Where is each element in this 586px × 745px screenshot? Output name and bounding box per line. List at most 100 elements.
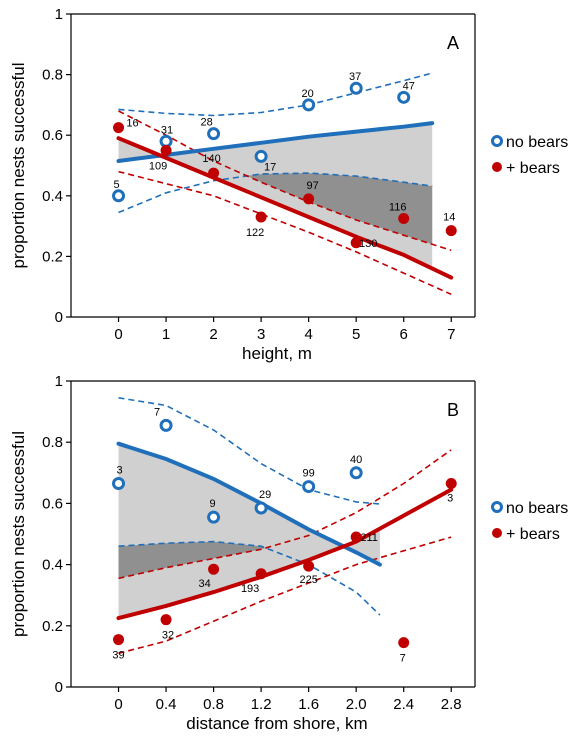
panel-label: A [447,33,459,53]
sample-size-label: 47 [403,80,415,92]
no-bears-point [114,479,124,489]
bears-point [398,637,409,648]
x-tick-label: 5 [352,326,360,343]
bears-point [446,225,457,236]
x-axis-label: distance from shore, km [186,714,367,733]
y-axis-label: proportion nests successful [9,431,28,637]
x-axis-label: height, m [242,344,312,363]
sample-size-label: 116 [389,202,407,214]
no-bears-point [351,83,361,93]
sample-size-label: 3 [116,465,122,477]
x-tick-label: 2 [209,326,217,343]
bears-point [256,212,267,223]
no-bears-point [161,420,171,430]
no-bears-point [161,136,171,146]
y-tick-label: 0.6 [42,127,63,144]
x-tick-label: 1.6 [298,696,319,713]
no-bears-ci-upper [119,73,433,115]
sample-size-label: 97 [307,180,319,192]
panel-a: 0 0.2 0.4 0.6 0.8 1 0 1 2 3 4 5 6 7 height, m proportio… [9,6,568,363]
bears-point [161,145,172,156]
no-bears-point [304,100,314,110]
legend-label-bears: + bears [506,160,560,177]
legend-marker-no-bears [493,503,502,512]
y-tick-label: 0 [55,309,63,326]
sample-size-label: 14 [443,212,455,224]
sample-size-label: 211 [360,532,378,544]
x-tick-label: 4 [304,326,312,343]
legend-label-no-bears: no bears [506,500,568,517]
y-tick-label: 0.2 [42,248,63,265]
no-bears-point [209,129,219,139]
sample-size-label: 32 [162,630,174,642]
sample-size-label: 29 [259,489,271,501]
bears-point [303,561,314,572]
bears-point [303,193,314,204]
no-bears-point [399,92,409,102]
y-tick-label: 0.8 [42,434,63,451]
legend-label-no-bears: no bears [506,134,568,151]
sample-size-label: 3 [447,493,453,505]
y-tick-label: 0.8 [42,67,63,84]
sample-size-label: 20 [302,88,314,100]
sample-size-label: 7 [154,406,160,418]
legend-marker-bears [492,162,502,172]
legend-label-bears: + bears [506,526,560,543]
sample-size-label: 7 [400,653,406,665]
x-tick-label: 0 [114,696,122,713]
bears-point [161,614,172,625]
sample-size-label: 28 [200,117,212,129]
panel-label: B [447,400,459,420]
y-axis-label: proportion nests successful [9,63,28,269]
sample-size-label: 109 [149,160,167,172]
sample-size-label: 99 [303,468,315,480]
sample-size-label: 193 [241,583,259,595]
sample-size-label: 5 [113,179,119,191]
sample-size-label: 225 [299,574,317,586]
x-tick-label: 0 [114,326,122,343]
x-tick-label: 7 [447,326,455,343]
x-tick-label: 0.4 [156,696,177,713]
legend-marker-bears [492,528,502,538]
x-tick-label: 6 [400,326,408,343]
sample-size-label: 17 [264,161,276,173]
sample-size-label: 9 [210,498,216,510]
y-tick-label: 1 [55,373,63,390]
bears-point [113,634,124,645]
x-tick-label: 2.4 [393,696,414,713]
y-tick-label: 0.6 [42,495,63,512]
panel-b: 0 0.2 0.4 0.6 0.8 1 0 0.4 0.8 1.2 1.6 2.0 2.4 2.8 dist… [9,373,568,733]
sample-size-label: 31 [161,124,173,136]
sample-size-label: 16 [126,118,138,130]
sample-size-label: 130 [359,238,377,250]
sample-size-label: 122 [246,227,264,239]
no-bears-point [114,191,124,201]
sample-size-label: 40 [350,454,362,466]
no-bears-point [256,503,266,513]
sample-size-label: 39 [112,650,124,662]
y-tick-label: 0.4 [42,188,63,205]
no-bears-point [209,512,219,522]
sample-size-label: 140 [202,153,220,165]
x-tick-label: 1.2 [251,696,272,713]
x-tick-label: 3 [257,326,265,343]
y-tick-label: 0 [55,679,63,696]
bears-point [208,168,219,179]
bears-point [446,478,457,489]
y-tick-label: 0.2 [42,618,63,635]
sample-size-label: 34 [198,578,210,590]
x-tick-label: 1 [162,326,170,343]
no-bears-point [351,468,361,478]
legend-marker-no-bears [493,137,502,146]
bears-point [113,122,124,133]
y-tick-label: 1 [55,6,63,23]
x-tick-label: 2.0 [346,696,367,713]
no-bears-point [304,482,314,492]
sample-size-label: 37 [349,71,361,83]
no-bears-point [256,151,266,161]
x-tick-label: 0.8 [203,696,224,713]
y-tick-label: 0.4 [42,557,63,574]
bears-point [398,213,409,224]
